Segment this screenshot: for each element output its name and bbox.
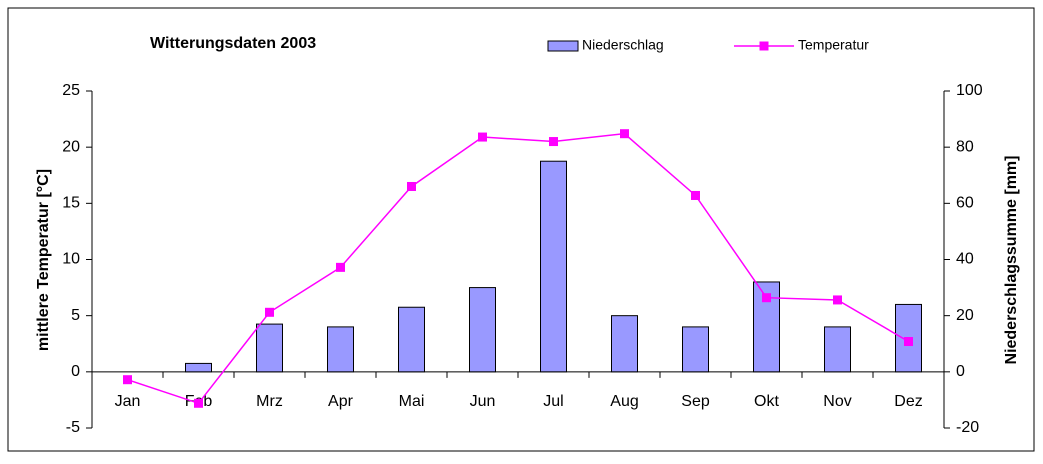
y-tick-label: 15 xyxy=(62,195,80,212)
bar xyxy=(540,160,567,373)
y-tick-label: 20 xyxy=(62,138,80,155)
marker xyxy=(833,295,842,305)
marker xyxy=(904,337,913,347)
y2-tick-label: 100 xyxy=(956,82,983,99)
bar xyxy=(398,306,425,373)
x-tick-label: Jun xyxy=(470,393,496,410)
y2-tick-label: 80 xyxy=(956,138,974,155)
x-tick-label: Nov xyxy=(823,393,851,410)
x-tick-label: Mai xyxy=(399,393,425,410)
x-tick-label: Okt xyxy=(754,393,779,410)
x-tick-label: Mrz xyxy=(256,393,283,410)
legend-label: Temperatur xyxy=(798,37,869,53)
y-tick-label: 0 xyxy=(71,363,80,380)
x-tick-label: Apr xyxy=(328,393,354,410)
bar xyxy=(682,326,709,373)
marker xyxy=(123,375,132,385)
marker xyxy=(691,190,700,200)
legend-swatch xyxy=(547,40,579,52)
legend-label: Niederschlag xyxy=(582,37,664,53)
x-tick-label: Jul xyxy=(543,393,563,410)
y-tick-label: -5 xyxy=(66,419,80,436)
y2-tick-label: 40 xyxy=(956,251,974,268)
chart-frame xyxy=(7,7,1035,452)
bar xyxy=(753,281,780,373)
y-tick-label: 10 xyxy=(62,251,80,268)
bar xyxy=(611,315,638,373)
y2-tick-label: 60 xyxy=(956,195,974,212)
marker xyxy=(478,132,487,142)
marker xyxy=(620,129,629,139)
y-tick-label: 25 xyxy=(62,82,80,99)
y2-axis-label: Niederschlagssumme [mm] xyxy=(1003,156,1020,365)
line xyxy=(127,132,909,405)
legend-marker xyxy=(759,41,769,51)
marker xyxy=(265,307,274,317)
y2-tick-label: -20 xyxy=(956,419,979,436)
marker xyxy=(549,137,558,147)
x-tick-label: Aug xyxy=(610,393,638,410)
y-axis-label: mittlere Temperatur [°C] xyxy=(35,169,52,351)
y2-tick-label: 20 xyxy=(956,307,974,324)
x-tick-label: Jan xyxy=(115,393,141,410)
marker xyxy=(407,181,416,191)
bar xyxy=(327,326,354,373)
y-tick-label: 5 xyxy=(71,307,80,324)
marker xyxy=(762,293,771,303)
x-tick-label: Sep xyxy=(681,393,710,410)
chart-title: Witterungsdaten 2003 xyxy=(150,35,316,52)
bar xyxy=(824,326,851,373)
bar xyxy=(469,287,496,373)
bar xyxy=(185,362,212,373)
marker xyxy=(336,262,345,272)
x-tick-label: Dez xyxy=(894,393,922,410)
bar xyxy=(256,323,283,373)
marker xyxy=(194,398,203,408)
y2-tick-label: 0 xyxy=(956,363,965,380)
